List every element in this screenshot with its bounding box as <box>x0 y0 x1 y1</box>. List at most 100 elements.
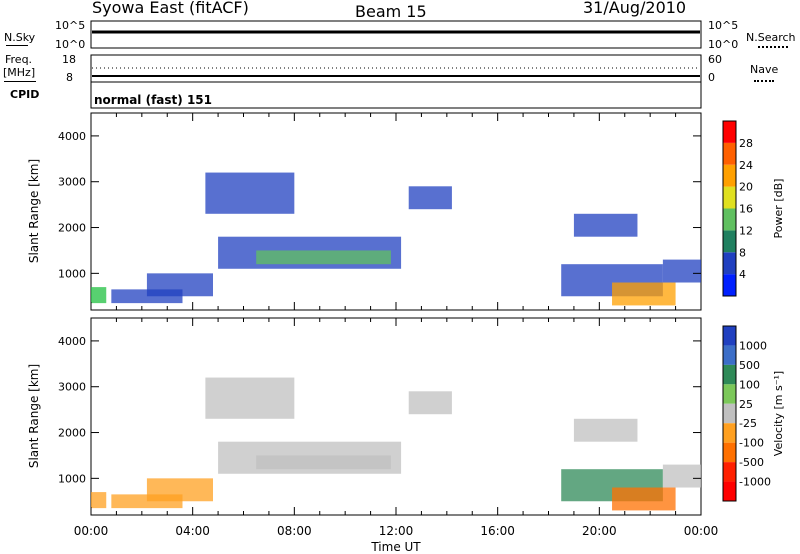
echo-region <box>205 377 295 419</box>
echo-region <box>146 478 213 502</box>
y-tick-label: 1000 <box>58 472 86 485</box>
colorbar-swatch <box>723 442 736 463</box>
nsky-tick-top: 10^5 <box>55 19 86 32</box>
echo-region <box>146 273 213 297</box>
colorbar-frame <box>722 325 737 502</box>
colorbar-tick-label: 4 <box>739 268 746 281</box>
velocity-yaxis: 1000 2000 3000 4000 <box>58 335 701 485</box>
colorbar-swatch <box>723 230 736 253</box>
y-tick-label: 2000 <box>58 427 86 440</box>
nave-legend-line <box>754 80 774 82</box>
velocity-panel: 1000 2000 3000 4000 00:00 04:00 08:00 12:00 16:… <box>58 317 719 538</box>
x-tick-label: 20:00 <box>582 524 617 538</box>
nave-tick-top: 60 <box>708 53 722 66</box>
colorbar-swatch <box>723 481 736 501</box>
colorbar-tick-label: 16 <box>739 203 753 216</box>
colorbar-swatch <box>723 384 736 404</box>
cpid-value: normal (fast) 151 <box>94 93 212 107</box>
echo-region <box>662 464 701 488</box>
colorbar-tick-label: 500 <box>739 359 760 372</box>
velocity-colorbar: 1000 500 100 25 -25 -100 -500 -1000 Velocity [m … <box>722 325 785 502</box>
y-tick-label: 3000 <box>58 176 86 189</box>
echo-region <box>256 455 391 470</box>
x-tick-label: 08:00 <box>277 524 312 538</box>
colorbar-frame <box>722 120 737 297</box>
colorbar-tick-label: 25 <box>739 398 753 411</box>
power-colorbar: 4 8 12 16 20 24 28 Power [dB] <box>722 120 785 297</box>
echo-region <box>91 492 107 509</box>
colorbar-swatch <box>723 462 736 482</box>
colorbar-tick-label: 100 <box>739 378 760 391</box>
power-xaxis <box>90 113 702 310</box>
x-tick-label: 00:00 <box>684 524 719 538</box>
colorbar-swatch <box>723 364 736 385</box>
colorbar-swatch <box>723 345 736 365</box>
colorbar-swatch <box>723 423 736 443</box>
colorbar-tick-label: -500 <box>739 456 764 469</box>
nsearch-tick-bottom: 10^0 <box>708 38 739 51</box>
colorbar-swatch <box>723 164 736 187</box>
echo-region <box>256 250 391 265</box>
nave-tick-bottom: 0 <box>708 71 715 84</box>
y-tick-label: 1000 <box>58 267 86 280</box>
y-tick-label: 4000 <box>58 130 86 143</box>
echo-region <box>573 213 638 237</box>
echo-region <box>573 418 638 442</box>
freq-label: Freq. <box>5 53 33 66</box>
echo-region <box>91 287 107 304</box>
freq-unit: [MHz] <box>3 66 36 79</box>
power-echoes <box>91 172 701 306</box>
nsky-tick-bottom: 10^0 <box>55 38 86 51</box>
cpid-panel-frame <box>90 81 702 109</box>
colorbar-swatch <box>723 403 736 424</box>
power-panel: 1000 2000 3000 4000 <box>58 112 702 311</box>
nsearch-label: N.Search <box>746 31 796 44</box>
echo-region <box>408 391 452 415</box>
colorbar-tick-label: 8 <box>739 246 746 259</box>
echo-region <box>612 487 676 511</box>
x-tick-label: 00:00 <box>74 524 109 538</box>
time-axis-label: Time UT <box>370 540 421 554</box>
echo-region <box>662 259 701 283</box>
freq-tick-top: 18 <box>62 53 76 66</box>
colorbar-swatch <box>723 121 736 143</box>
power-ylabel: Slant Range [km] <box>27 159 41 263</box>
colorbar-swatch <box>723 186 736 209</box>
y-tick-label: 4000 <box>58 335 86 348</box>
velocity-ylabel: Slant Range [km] <box>27 364 41 468</box>
date-title: 31/Aug/2010 <box>583 0 687 17</box>
colorbar-swatch <box>723 208 736 231</box>
colorbar-tick-label: 28 <box>739 137 753 150</box>
colorbar-tick-label: 24 <box>739 159 753 172</box>
nave-label: Nave <box>750 63 779 76</box>
x-tick-label: 12:00 <box>379 524 414 538</box>
y-tick-label: 3000 <box>58 381 86 394</box>
freq-underline <box>4 81 36 82</box>
echo-region <box>205 172 295 214</box>
colorbar-swatch <box>723 142 736 165</box>
colorbar-swatch <box>723 274 736 296</box>
echo-region <box>612 282 676 306</box>
beam-title: Beam 15 <box>355 2 427 21</box>
freq-tick-bottom: 8 <box>66 71 73 84</box>
colorbar-tick-label: 20 <box>739 181 753 194</box>
colorbar-tick-label: 1000 <box>739 339 767 352</box>
y-tick-label: 2000 <box>58 222 86 235</box>
nsky-underline <box>6 45 28 46</box>
colorbar-tick-label: 12 <box>739 224 753 237</box>
echo-region <box>408 186 452 210</box>
colorbar-label: Power [dB] <box>772 179 785 239</box>
colorbar-swatch <box>723 252 736 275</box>
velocity-echoes <box>91 377 701 511</box>
velocity-xaxis: 00:00 04:00 08:00 12:00 16:00 20:00 00:00 <box>74 318 719 538</box>
nsearch-tick-top: 10^5 <box>708 19 739 32</box>
cpid-label: CPID <box>10 88 40 101</box>
nsky-panel-frame <box>90 20 702 49</box>
colorbar-tick-label: -100 <box>739 437 764 450</box>
colorbar-tick-label: -1000 <box>739 476 771 489</box>
power-yaxis: 1000 2000 3000 4000 <box>58 130 701 280</box>
colorbar-tick-label: -25 <box>739 417 757 430</box>
nsky-label: N.Sky <box>4 31 36 44</box>
colorbar-swatch <box>723 326 736 346</box>
